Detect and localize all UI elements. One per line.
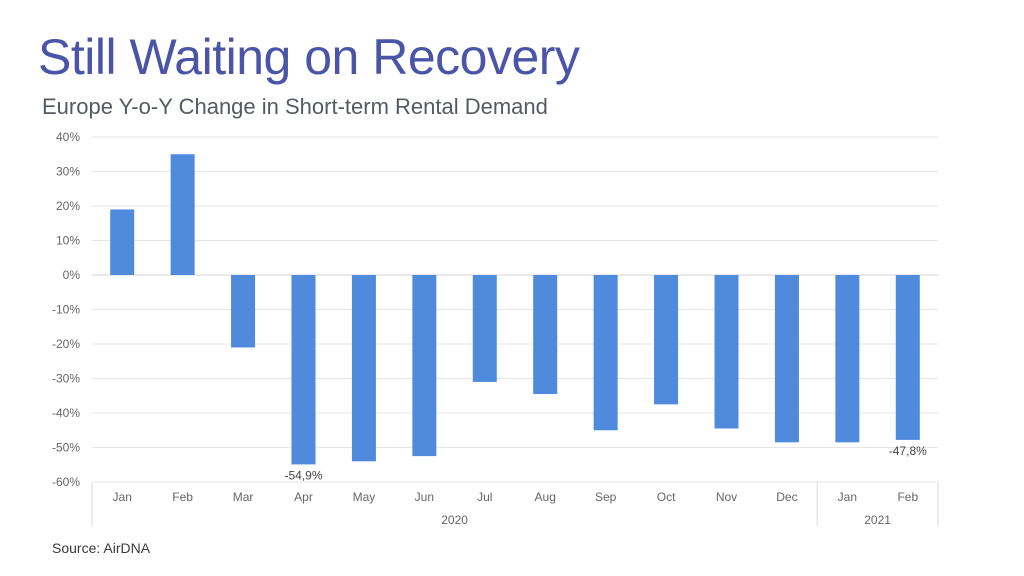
bar xyxy=(774,275,799,443)
y-tick-label: -50% xyxy=(52,441,80,455)
x-tick-label: Jun xyxy=(415,490,434,504)
y-tick-label: -30% xyxy=(52,372,80,386)
bar xyxy=(533,275,558,395)
page-title: Still Waiting on Recovery xyxy=(38,29,580,85)
x-tick-label: Jan xyxy=(113,490,132,504)
x-group-label: 2021 xyxy=(864,513,891,527)
bar xyxy=(412,275,437,457)
x-axis: Jan Feb Mar Apr May Jun Jul Aug Sep Oct Nov Dec Jan F… xyxy=(91,482,939,527)
bar xyxy=(654,275,679,405)
y-tick-label: 40% xyxy=(56,130,80,144)
bar xyxy=(110,209,135,275)
bar xyxy=(593,275,618,431)
x-tick-label: Feb xyxy=(172,490,193,504)
data-labels: -54,9% -47,8% xyxy=(284,444,927,482)
y-axis-labels: 40% 30% 20% 10% 0% -10% -20% -30% -40% -50% -60% xyxy=(52,130,80,489)
chart-subtitle: Europe Y-o-Y Change in Short-term Rental… xyxy=(42,94,548,119)
y-tick-label: 10% xyxy=(56,234,80,248)
bar xyxy=(895,275,920,440)
y-tick-label: 0% xyxy=(63,268,81,282)
x-tick-label: Jan xyxy=(838,490,857,504)
source-note: Source: AirDNA xyxy=(52,540,151,556)
bar xyxy=(472,275,497,382)
x-tick-label: Apr xyxy=(294,490,313,504)
y-tick-label: 20% xyxy=(56,199,80,213)
bar xyxy=(714,275,739,429)
gridlines xyxy=(92,136,938,483)
x-tick-label: Feb xyxy=(897,490,918,504)
x-tick-label: Oct xyxy=(657,490,676,504)
x-group-label: 2020 xyxy=(441,513,468,527)
bar xyxy=(291,275,316,465)
data-label: -54,9% xyxy=(284,468,322,482)
x-tick-label: Nov xyxy=(716,490,737,504)
bar xyxy=(231,275,256,348)
x-tick-label: Dec xyxy=(776,490,797,504)
bars xyxy=(110,154,920,465)
data-label: -47,8% xyxy=(889,444,927,458)
x-tick-label: Jul xyxy=(477,490,492,504)
y-tick-label: -10% xyxy=(52,303,80,317)
y-tick-label: -60% xyxy=(52,475,80,489)
x-tick-label: Mar xyxy=(233,490,254,504)
x-tick-label: Aug xyxy=(535,490,556,504)
y-tick-label: -40% xyxy=(52,406,80,420)
bar xyxy=(351,275,376,462)
bar xyxy=(835,275,860,443)
y-tick-label: -20% xyxy=(52,337,80,351)
y-tick-label: 30% xyxy=(56,165,80,179)
x-tick-label: Sep xyxy=(595,490,617,504)
bar xyxy=(170,154,195,275)
x-tick-label: May xyxy=(353,490,376,504)
